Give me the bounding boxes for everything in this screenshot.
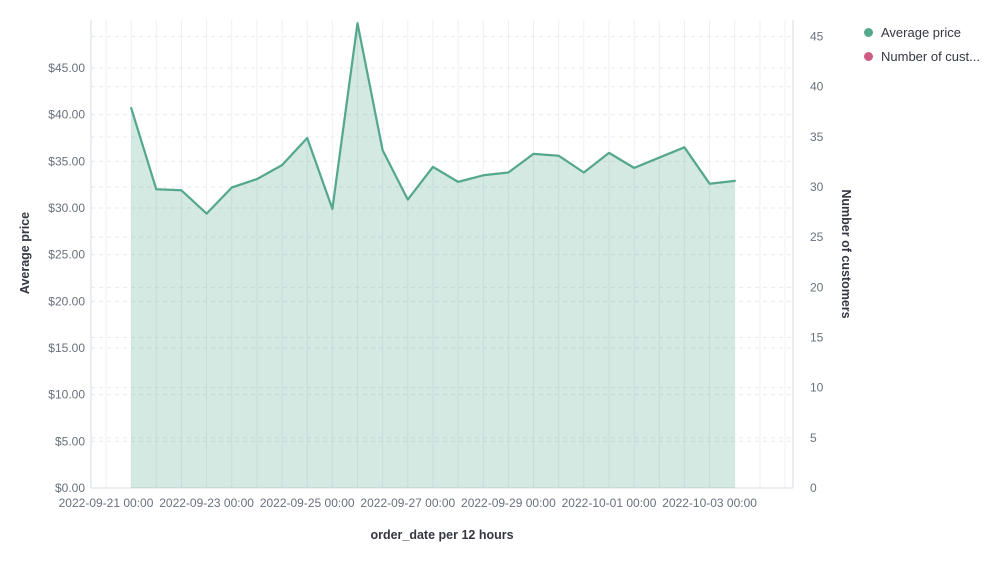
x-tick-label: 2022-10-03 00:00 bbox=[662, 496, 757, 510]
y-left-tick-label: $35.00 bbox=[48, 154, 85, 168]
average-price-line bbox=[130, 22, 736, 215]
y-right-tick-label: 0 bbox=[810, 481, 817, 495]
y-right-tick-label: 10 bbox=[810, 381, 824, 395]
y-left-tick-label: $40.00 bbox=[48, 108, 85, 122]
y-left-tick-label: $5.00 bbox=[55, 434, 85, 448]
axis-lines bbox=[90, 20, 794, 489]
y-left-tick-label: $15.00 bbox=[48, 341, 85, 355]
y-left-tick-label: $30.00 bbox=[48, 201, 85, 215]
y-right-tick-label: 5 bbox=[810, 431, 817, 445]
y-left-tick-label: $25.00 bbox=[48, 248, 85, 262]
left-axis-title: Average price bbox=[18, 211, 32, 295]
legend: Average price Number of cust... bbox=[864, 20, 980, 68]
y-right-tick-label: 30 bbox=[810, 180, 824, 194]
x-tick-label: 2022-09-23 00:00 bbox=[159, 496, 254, 510]
y-left-tick-label: $10.00 bbox=[48, 388, 85, 402]
y-right-tick-label: 40 bbox=[810, 80, 824, 94]
x-tick-label: 2022-10-01 00:00 bbox=[562, 496, 657, 510]
right-axis-title: Number of customers bbox=[839, 189, 853, 319]
legend-item-average-price[interactable]: Average price bbox=[864, 20, 980, 44]
y-left-tick-label: $45.00 bbox=[48, 61, 85, 75]
x-axis-title: order_date per 12 hours bbox=[370, 528, 514, 542]
x-tick-label: 2022-09-21 00:00 bbox=[59, 496, 154, 510]
y-right-tick-label: 20 bbox=[810, 280, 824, 294]
y-right-tick-label: 45 bbox=[810, 30, 824, 44]
x-tick-label: 2022-09-29 00:00 bbox=[461, 496, 556, 510]
y-left-tick-label: $0.00 bbox=[55, 481, 85, 495]
horizontal-gridlines bbox=[91, 36, 793, 442]
y-right-tick-label: 35 bbox=[810, 130, 824, 144]
x-tick-label: 2022-09-27 00:00 bbox=[360, 496, 455, 510]
legend-label: Number of cust... bbox=[881, 48, 980, 64]
vertical-gridlines bbox=[105, 20, 786, 488]
y-right-tick-label: 15 bbox=[810, 331, 824, 345]
legend-item-number-of-customers[interactable]: Number of cust... bbox=[864, 44, 980, 68]
series-dot-icon bbox=[864, 51, 873, 61]
y-right-tick-label: 25 bbox=[810, 230, 824, 244]
y-left-tick-label: $20.00 bbox=[48, 294, 85, 308]
series-dot-icon bbox=[864, 27, 873, 37]
x-tick-label: 2022-09-25 00:00 bbox=[260, 496, 355, 510]
average-price-area bbox=[131, 23, 735, 488]
legend-label: Average price bbox=[881, 24, 961, 40]
